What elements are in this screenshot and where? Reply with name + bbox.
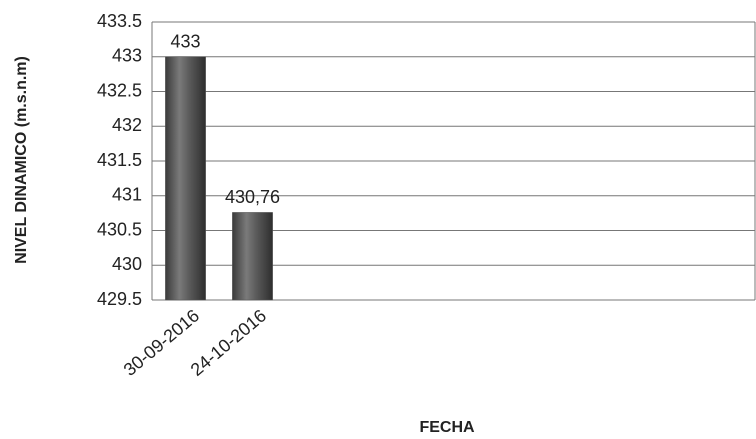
y-tick-label: 431 — [112, 185, 142, 205]
y-tick-label: 430 — [112, 254, 142, 274]
x-axis-title: FECHA — [419, 419, 475, 436]
bar — [232, 212, 273, 301]
y-tick-label: 430.5 — [97, 219, 142, 239]
data-label: 433 — [170, 32, 200, 52]
bar — [165, 56, 206, 301]
y-tick-label: 432.5 — [97, 80, 142, 100]
y-axis-title: NIVEL DINAMICO (m.s.n.m) — [13, 56, 30, 264]
y-tick-label: 433.5 — [97, 11, 142, 31]
y-tick-label: 431.5 — [97, 150, 142, 170]
data-label: 430,76 — [225, 187, 280, 207]
y-tick-label: 432 — [112, 115, 142, 135]
y-tick-label: 429.5 — [97, 289, 142, 309]
y-tick-label: 433 — [112, 46, 142, 66]
